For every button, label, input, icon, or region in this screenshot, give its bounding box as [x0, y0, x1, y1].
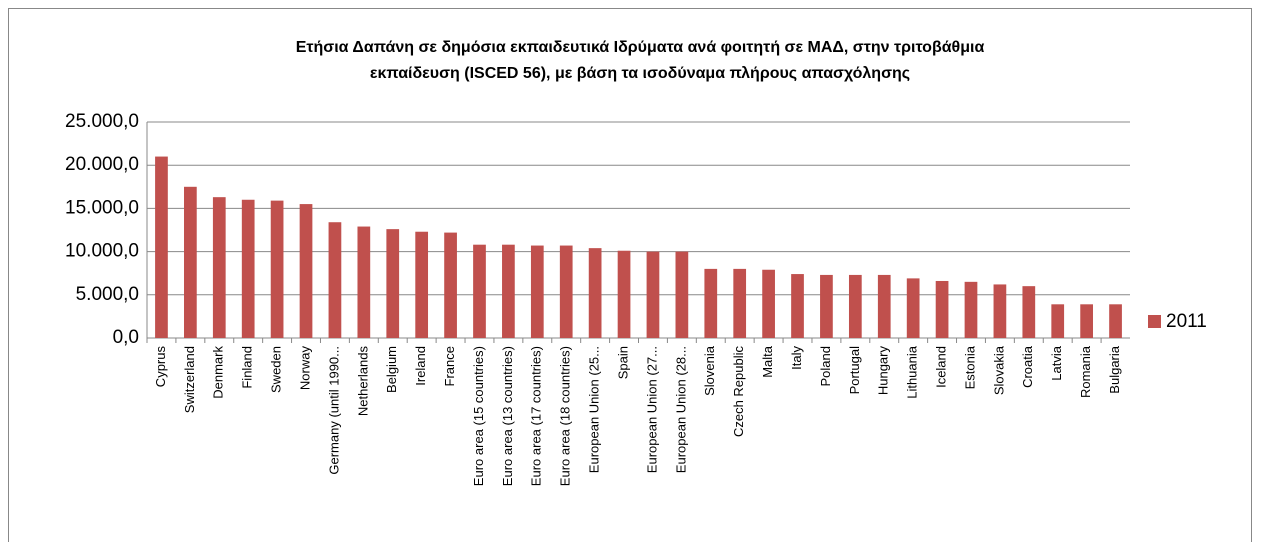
x-tick-label: Sweden: [269, 346, 284, 393]
x-tick-label: Iceland: [934, 346, 949, 388]
bar: [241, 199, 255, 338]
bar: [1051, 304, 1065, 338]
x-tick-label: Croatia: [1020, 345, 1035, 388]
x-tick-label: Bulgaria: [1107, 345, 1122, 393]
bar: [357, 226, 371, 338]
x-tick-label: Slovakia: [991, 345, 1006, 395]
x-tick-label: Denmark: [211, 346, 226, 399]
bar: [184, 186, 197, 338]
bar: [559, 245, 573, 338]
bar: [733, 268, 747, 338]
bar: [1022, 286, 1036, 338]
bar: [1109, 304, 1122, 338]
x-tick-label: Ireland: [413, 346, 428, 386]
x-tick-label: Belgium: [384, 346, 399, 393]
y-tick-label: 0,0: [113, 327, 139, 348]
bar: [993, 284, 1007, 338]
y-tick-label: 15.000,0: [65, 197, 139, 218]
bar: [935, 280, 949, 338]
x-tick-label: European Union (27...: [644, 346, 659, 473]
x-tick-label: Euro area (17 countries): [529, 346, 544, 486]
bar: [820, 274, 833, 338]
x-tick-label: Euro area (18 countries): [558, 346, 573, 486]
y-tick-label: 5.000,0: [76, 284, 139, 305]
bar: [877, 274, 891, 338]
bar: [444, 232, 457, 338]
bar: [530, 245, 544, 338]
bar: [415, 231, 429, 338]
bar: [212, 197, 226, 338]
bar: [588, 248, 602, 338]
x-tick-label: Cyprus: [153, 346, 168, 388]
x-tick-label: Euro area (15 countries): [471, 346, 486, 486]
y-tick-label: 25.000,0: [65, 111, 139, 132]
bar: [155, 156, 168, 338]
x-tick-label: Poland: [818, 346, 833, 386]
bar: [906, 278, 920, 338]
bar: [1080, 304, 1093, 338]
bar: [617, 250, 631, 338]
y-tick-label: 20.000,0: [65, 154, 139, 175]
bar: [675, 251, 689, 338]
x-tick-label: Hungary: [876, 346, 891, 396]
y-tick-label: 10.000,0: [65, 241, 139, 262]
bar: [704, 268, 718, 338]
x-tick-label: Latvia: [1049, 345, 1064, 380]
x-tick-label: Spain: [615, 346, 630, 379]
x-tick-label: Netherlands: [355, 346, 370, 417]
bar: [502, 244, 515, 338]
x-tick-label: Finland: [240, 346, 255, 389]
x-tick-label: Euro area (13 countries): [500, 346, 515, 486]
x-tick-label: European Union (25...: [587, 346, 602, 473]
bar: [473, 244, 486, 338]
x-tick-label: France: [442, 346, 457, 386]
x-tick-label: Slovenia: [702, 345, 717, 396]
x-tick-label: Estonia: [962, 345, 977, 389]
legend-label: 2011: [1166, 311, 1207, 332]
bar: [386, 229, 400, 338]
x-tick-label: Romania: [1078, 345, 1093, 398]
x-tick-label: European Union (28...: [673, 346, 688, 473]
x-tick-label: Switzerland: [182, 346, 197, 413]
x-tick-label: Norway: [297, 346, 312, 391]
bar: [964, 281, 978, 338]
chart-title: εκπαίδευση (ISCED 56), με βάση τα ισοδύν…: [370, 65, 910, 82]
chart-title: Ετήσια Δαπάνη σε δημόσια εκπαιδευτικά Ιδ…: [296, 39, 985, 56]
legend-swatch: [1148, 315, 1161, 328]
x-tick-label: Germany (until 1990...: [326, 346, 341, 475]
bar: [270, 200, 284, 338]
x-tick-label: Czech Republic: [731, 346, 746, 438]
x-tick-label: Malta: [760, 345, 775, 378]
bar: [299, 204, 313, 338]
x-tick-label: Italy: [789, 346, 804, 370]
x-tick-label: Portugal: [847, 346, 862, 395]
bar: [646, 251, 660, 338]
x-tick-label: Lithuania: [905, 345, 920, 399]
bar: [791, 274, 804, 338]
bar: [762, 269, 775, 338]
bar: [848, 274, 862, 338]
bar: [328, 222, 342, 338]
